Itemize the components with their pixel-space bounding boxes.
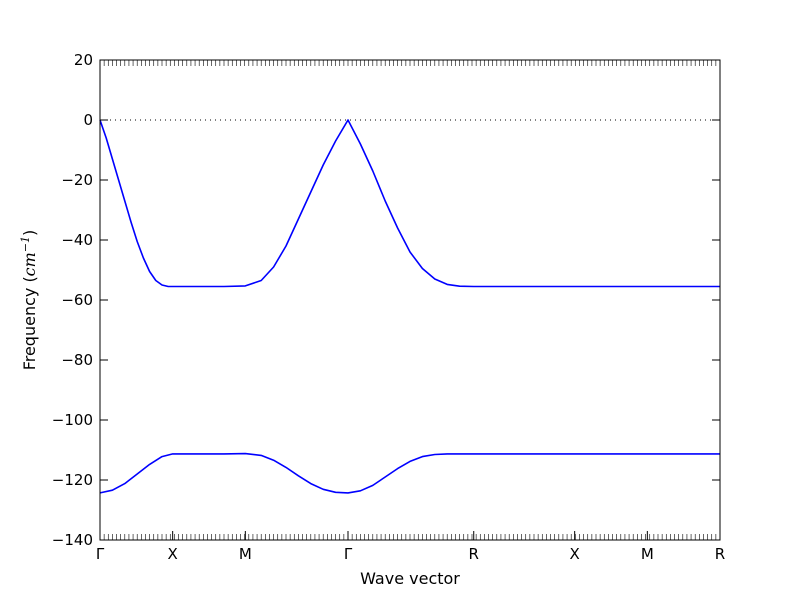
- x-tick-label: X: [570, 545, 580, 563]
- y-axis-label-unit: cm: [20, 252, 39, 276]
- x-tick-label: M: [641, 545, 654, 563]
- plot-frame: [99, 59, 721, 541]
- x-axis-label: Wave vector: [360, 569, 460, 588]
- band-line-2: [99, 452, 720, 494]
- y-tick-label: 0: [83, 111, 93, 129]
- plot-area: [99, 119, 720, 494]
- y-axis-label-text: Frequency (: [20, 276, 39, 370]
- x-tick-label: Γ: [96, 545, 105, 563]
- x-tick-label: R: [715, 545, 725, 563]
- y-tick-label: −20: [61, 171, 93, 189]
- y-axis-label-exponent: −1: [19, 236, 32, 252]
- x-tick-label: R: [469, 545, 479, 563]
- y-axis-label: Frequency (cm−1): [19, 230, 39, 371]
- y-tick-label: 20: [74, 51, 93, 69]
- y-tick-label: −120: [52, 471, 93, 489]
- y-tick-label: −140: [52, 531, 93, 549]
- y-axis-label-close: ): [20, 230, 39, 236]
- y-tick-label: −40: [61, 231, 93, 249]
- x-tick-label: X: [168, 545, 178, 563]
- x-tick-label: Γ: [344, 545, 353, 563]
- x-tick-label: M: [239, 545, 252, 563]
- y-tick-label: −100: [52, 411, 93, 429]
- axis-ticks: [99, 59, 721, 541]
- y-tick-label: −60: [61, 291, 93, 309]
- band-line-1: [99, 119, 720, 288]
- y-tick-label: −80: [61, 351, 93, 369]
